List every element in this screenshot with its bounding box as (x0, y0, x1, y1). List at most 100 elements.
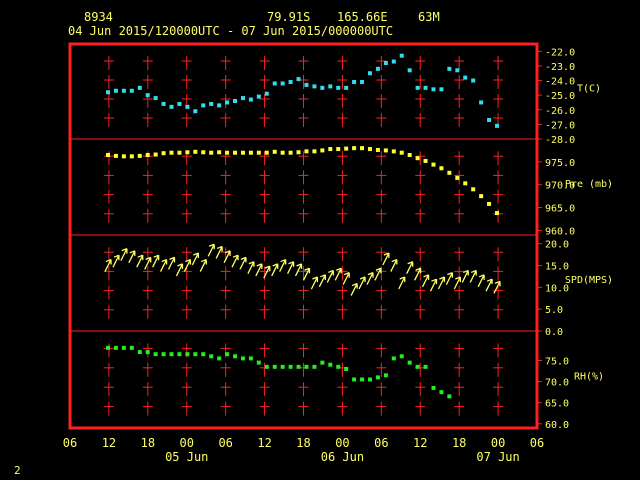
pressure-point (399, 150, 404, 155)
temperature-point (225, 100, 230, 105)
y-tick-label: -25.0 (545, 91, 575, 102)
x-tick-label: 06 (530, 436, 544, 450)
wind-arrow (271, 263, 279, 277)
relative_humidity-point (360, 377, 365, 382)
wind-arrow (294, 263, 303, 277)
wind-arrow (239, 256, 247, 270)
relative_humidity-point (296, 364, 301, 369)
pressure-point (169, 150, 174, 155)
wind-arrow (374, 267, 382, 281)
temperature-point (217, 103, 222, 108)
wind-arrow (326, 269, 334, 283)
time-range: 04 Jun 2015/120000UTC - 07 Jun 2015/0000… (68, 24, 394, 38)
wind-arrow (144, 256, 152, 270)
temperature-point (399, 53, 404, 58)
pressure-point (383, 148, 388, 153)
pressure-point (296, 150, 301, 155)
pressure-point (447, 170, 452, 175)
pressure-point (248, 150, 253, 155)
temperature-point (471, 78, 476, 83)
relative_humidity-point (367, 377, 372, 382)
pressure-point (312, 149, 317, 154)
wind-arrow (199, 258, 207, 272)
temperature-point (383, 61, 388, 65)
pressure-point (288, 150, 293, 155)
wind-arrow (120, 248, 128, 261)
pressure-point (193, 149, 198, 154)
wind-arrow (136, 254, 144, 268)
wind-arrow (207, 243, 215, 257)
relative_humidity-point (113, 345, 118, 350)
relative_humidity-point (121, 345, 126, 350)
relative_humidity-point (344, 366, 349, 371)
y-tick-label: 965.0 (545, 204, 575, 215)
wind-arrow (421, 274, 430, 288)
relative_humidity-point (407, 360, 412, 365)
wind-arrow (453, 276, 461, 290)
relative_humidity-point (248, 356, 253, 361)
relative_humidity-point (240, 356, 245, 361)
relative_humidity-point (320, 360, 325, 365)
y-tick-label: 75.0 (545, 357, 569, 368)
relative_humidity-point (399, 354, 404, 359)
y-tick-label: 15.0 (545, 262, 569, 273)
pressure-point (439, 166, 444, 171)
wind-arrow (437, 276, 446, 290)
pressure-point (360, 146, 365, 151)
y-tick-label: -27.0 (545, 120, 575, 131)
wind-arrow (183, 258, 192, 272)
relative_humidity-point (169, 352, 174, 357)
relative_humidity-point (415, 364, 420, 369)
relative_humidity-point (352, 377, 357, 382)
wind-arrow (112, 254, 120, 268)
plot-frame (68, 42, 539, 430)
temperature-point (233, 99, 238, 103)
relative_humidity-point (161, 352, 166, 357)
temperature-point (296, 77, 301, 82)
x-tick-label: 06 (374, 436, 388, 450)
temperature-point (145, 93, 150, 98)
y-tick-label: 960.0 (545, 226, 575, 237)
pressure-point (487, 201, 492, 206)
temperature-point (439, 87, 444, 92)
temperature-point (177, 101, 182, 106)
relative_humidity-point (391, 356, 396, 361)
temperature-point (423, 85, 428, 90)
pressure-point (344, 146, 349, 151)
wind-arrow (429, 278, 438, 292)
pressure-point (320, 148, 325, 153)
panel-ylabel: RH(%) (574, 372, 604, 383)
wind-arrow (223, 250, 231, 264)
relative_humidity-point (193, 352, 198, 357)
pressure-point (129, 154, 134, 159)
y-tick-label: 70.0 (545, 378, 569, 389)
temperature-point (336, 85, 341, 90)
pressure-point (240, 150, 245, 155)
relative_humidity-point (106, 345, 110, 350)
temperature-point (193, 109, 198, 114)
temperature-point (240, 96, 245, 101)
pressure-point (272, 149, 277, 154)
relative_humidity-point (439, 390, 444, 395)
y-tick-label: 970.0 (545, 181, 575, 192)
pressure-point (407, 153, 412, 157)
pressure-point (471, 187, 476, 192)
temperature-point (320, 85, 325, 90)
x-tick-label: 12 (102, 436, 116, 450)
x-tick-label: 00 (491, 436, 505, 450)
relative_humidity-point (225, 352, 230, 357)
relative_humidity-point (264, 364, 269, 369)
wind-arrow (279, 258, 287, 272)
relative_humidity-point (185, 352, 190, 357)
pressure-point (209, 150, 214, 155)
temperature-point (201, 103, 206, 108)
y-tick-label: -26.0 (545, 106, 575, 117)
pressure-point (233, 150, 238, 155)
pressure-point (328, 147, 333, 152)
pressure-point (153, 152, 158, 157)
wind-arrow (414, 267, 422, 281)
temperature-point (391, 59, 396, 64)
temperature-point (352, 80, 357, 84)
pressure-point (185, 150, 190, 155)
relative_humidity-point (431, 385, 436, 390)
